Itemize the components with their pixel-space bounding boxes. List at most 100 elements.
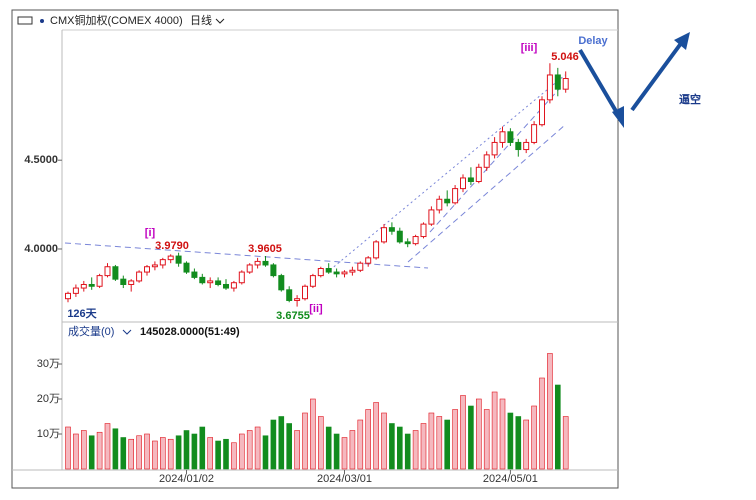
candle-body: [483, 154, 490, 168]
candle-body: [191, 271, 198, 278]
candle-body: [436, 198, 443, 211]
volume-bar: [412, 430, 419, 470]
candle-body: [294, 298, 301, 301]
annotation: [iii]: [521, 42, 538, 54]
candle-body: [554, 74, 561, 90]
y-tick-label: 4.5000: [24, 154, 58, 166]
candle-body: [128, 280, 135, 285]
candle-body: [309, 275, 316, 287]
volume-bar: [499, 398, 506, 470]
candle-body: [381, 227, 387, 243]
volume-bar: [562, 416, 569, 470]
candle-body: [475, 166, 482, 183]
volume-bar: [65, 426, 71, 470]
volume-bar: [452, 409, 458, 470]
volume-readout: 145028.0000(51:49): [140, 326, 240, 338]
x-tick-label: 2024/03/01: [317, 473, 372, 485]
volume-bar: [136, 435, 142, 470]
candle-body: [230, 282, 237, 289]
volume-bar: [191, 433, 198, 470]
volume-bar: [207, 437, 213, 470]
volume-bar: [420, 423, 427, 470]
candle-body: [531, 124, 538, 143]
annotation: Delay: [578, 35, 608, 47]
candle-body: [499, 131, 506, 143]
volume-bar: [491, 391, 498, 470]
volume-bar: [396, 426, 403, 470]
volume-bar: [88, 435, 95, 470]
volume-bar: [310, 398, 316, 470]
channel-line: [407, 124, 566, 263]
volume-bar: [341, 437, 348, 470]
volume-bar: [183, 430, 190, 470]
volume-bar: [483, 409, 490, 470]
volume-bar: [404, 433, 411, 470]
candle-body: [562, 78, 569, 90]
candle-body: [546, 74, 553, 101]
volume-bar: [128, 438, 134, 470]
candle-body: [467, 177, 474, 183]
candle-body: [507, 131, 514, 143]
candle-body: [491, 141, 498, 156]
candle-body: [286, 289, 293, 301]
annotation: [ii]: [309, 303, 323, 315]
annotation: 126天: [67, 307, 97, 320]
candle-body: [452, 188, 459, 204]
y-tick-label: 10万: [37, 428, 60, 440]
candle-body: [388, 227, 395, 232]
volume-bar: [381, 412, 387, 470]
volume-label[interactable]: 成交量(0): [68, 324, 114, 338]
volume-bar: [515, 416, 522, 470]
candle-body: [302, 285, 308, 300]
bullet: [40, 19, 44, 23]
candle-body: [238, 271, 245, 284]
annotation: 3.6755: [276, 310, 310, 322]
volume-bar: [73, 433, 79, 470]
volume-bar: [507, 412, 514, 470]
chart-title: CMX铜加权(COMEX 4000): [50, 13, 183, 27]
volume-bar: [262, 435, 269, 470]
annotation: 3.9605: [248, 243, 282, 255]
candle-body: [207, 280, 214, 284]
candle-body: [144, 266, 150, 273]
volume-bar: [254, 426, 261, 470]
volume-bar: [349, 430, 356, 470]
volume-bar: [120, 437, 127, 470]
volume-bar: [246, 430, 253, 470]
volume-bar: [428, 412, 435, 470]
volume-bar: [112, 428, 119, 470]
volume-bar: [523, 419, 530, 470]
volume-bar: [460, 395, 466, 470]
y-tick-label: 4.0000: [24, 243, 58, 255]
y-tick-label: 30万: [37, 358, 60, 370]
candle-body: [333, 271, 340, 275]
annotation: 5.046: [551, 51, 579, 63]
icon[interactable]: [17, 16, 33, 25]
candle-body: [341, 271, 348, 275]
candle-body: [120, 278, 127, 285]
candle-body: [317, 268, 324, 277]
y-tick-label: 20万: [37, 393, 60, 405]
candle-body: [325, 268, 332, 273]
volume-bar: [389, 423, 395, 470]
volume-bar: [302, 412, 308, 470]
period[interactable]: 日线: [190, 13, 212, 27]
candle-body: [523, 141, 530, 151]
candle-body: [396, 230, 403, 243]
candle-body: [65, 292, 71, 300]
annotation: 逼空: [679, 92, 701, 106]
volume-bar: [81, 430, 87, 470]
candle-body: [420, 223, 427, 238]
x-tick-label: 2024/05/01: [483, 473, 538, 485]
candle-body: [539, 99, 545, 126]
volume-bar: [325, 426, 332, 470]
candle-body: [136, 271, 143, 282]
volume-bar: [436, 416, 443, 470]
volume-bar: [231, 442, 237, 470]
candle-body: [262, 260, 269, 266]
candle-body: [183, 262, 190, 273]
candle-body: [159, 259, 166, 266]
volume-bar: [475, 398, 482, 470]
candle-body: [96, 275, 103, 287]
